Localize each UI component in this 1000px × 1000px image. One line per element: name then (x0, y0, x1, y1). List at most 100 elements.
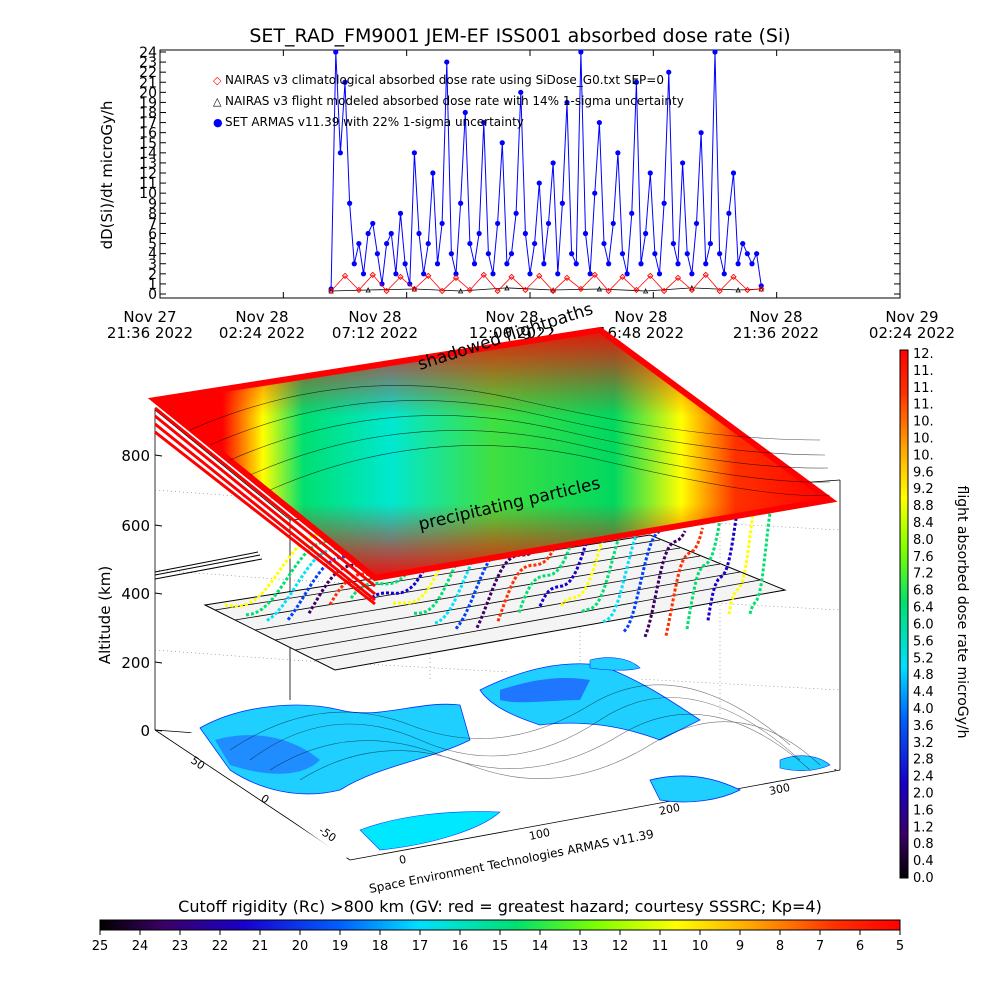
data-point (726, 210, 732, 216)
dose-rate-tick-label: 8.4 (913, 516, 934, 531)
rigidity-tick-label: 14 (532, 939, 549, 954)
z-tick-label: 800 (121, 447, 150, 465)
data-point (356, 240, 362, 247)
dose-rate-tick-label: 11. (913, 381, 934, 396)
data-point (333, 49, 339, 55)
dose-rate-tick-label: 2.0 (913, 786, 934, 801)
data-point (416, 230, 422, 237)
x-tick-time: 16:48 2022 (598, 324, 684, 342)
data-point (397, 273, 404, 280)
rigidity-tick-label: 11 (652, 939, 669, 954)
y-tick-label: 14 (139, 146, 157, 162)
dose-rate-tick-label: 7.6 (913, 550, 934, 565)
data-point (573, 261, 579, 267)
data-point (688, 286, 696, 294)
z-tick (154, 454, 163, 457)
y-tick-label: 17 (139, 116, 157, 132)
altitude-3d-plot: shadowed flightpaths precipitating parti… (96, 299, 841, 896)
data-point (397, 210, 404, 216)
rigidity-tick-label: 15 (492, 939, 509, 954)
legend: ◇ NAIRAS v3 climatological absorbed dose … (213, 73, 684, 129)
dose-rate-tick-label: 4.4 (913, 685, 934, 700)
data-point (647, 272, 654, 279)
data-point (369, 271, 376, 278)
data-point (684, 251, 690, 257)
x-tick-time: 07:12 2022 (332, 324, 418, 342)
rigidity-tick-label: 17 (412, 939, 429, 954)
data-point (549, 287, 557, 295)
data-point (754, 251, 760, 257)
data-point (458, 200, 464, 206)
data-point (591, 271, 598, 278)
data-point (638, 261, 644, 267)
data-point (430, 170, 436, 176)
rigidity-tick-label: 7 (816, 939, 824, 954)
data-point (661, 200, 667, 206)
dose-rate-tick-label: 6.8 (913, 584, 934, 599)
legend-label: SET ARMAS v11.39 with 22% 1-sigma uncert… (225, 115, 524, 129)
dose-rate-tick-label: 4.0 (913, 702, 934, 717)
flight-track (286, 543, 389, 621)
y-tick-label: 2 (148, 267, 157, 283)
data-point (471, 261, 478, 267)
data-point (444, 59, 450, 65)
data-point (360, 271, 367, 277)
rigidity-tick-label: 16 (452, 939, 469, 954)
rigidity-tick-label: 5 (896, 939, 904, 954)
y-tick-label: 3 (148, 257, 157, 273)
world-map (175, 657, 835, 858)
data-point (587, 271, 593, 277)
data-point (374, 251, 380, 257)
y-tick-label: 19 (139, 95, 157, 111)
data-point (504, 261, 510, 267)
dose-rate-tick-label: 6.4 (913, 601, 934, 616)
series-1 (328, 285, 764, 294)
data-point (605, 287, 612, 295)
data-point (550, 160, 556, 166)
y-tick-label: 6 (148, 227, 157, 243)
dose-rate-tick-label: 0.0 (913, 871, 934, 886)
cutoff-rigidity-colorbar-strip (99, 919, 901, 931)
x-tick-date: Nov 29 (885, 308, 938, 326)
dose-rate-tick-label: 2.8 (913, 753, 934, 768)
dose-rate-tick-label: 3.6 (913, 719, 934, 734)
x-tick-time: 21:36 2022 (107, 324, 193, 342)
x-tick-date: Nov 27 (123, 308, 176, 326)
data-point (619, 251, 626, 257)
data-point (425, 240, 431, 247)
y-tick-label: 13 (139, 156, 157, 172)
series-layer (327, 49, 765, 295)
data-point (545, 220, 552, 227)
flight-track (517, 516, 582, 613)
data-point (712, 49, 718, 55)
data-point (421, 271, 427, 277)
data-point (758, 285, 765, 293)
dose-rate-tick-label: 10. (913, 448, 934, 463)
data-point (467, 240, 473, 247)
data-point (633, 79, 639, 85)
flight-track (727, 500, 757, 615)
flight-track (371, 513, 459, 599)
dose-rate-tick-label: 10. (913, 415, 934, 430)
data-point (347, 200, 353, 206)
data-point (702, 271, 709, 278)
rigidity-tick-label: 19 (332, 939, 349, 954)
rigidity-tick-label: 13 (572, 939, 589, 954)
rigidity-tick-label: 23 (172, 939, 189, 954)
y-tick-label: 9 (148, 196, 157, 212)
x-tick-time: 02:24 2022 (219, 324, 305, 342)
data-point (670, 240, 676, 247)
data-point (370, 220, 376, 227)
altitude-label: Altitude (km) (96, 566, 114, 664)
data-point (518, 89, 524, 95)
data-point (633, 286, 640, 294)
precipitating-particles-slab: shadowed flightpaths precipitating parti… (147, 299, 838, 606)
data-point (452, 274, 460, 282)
y-tick-label: 15 (139, 136, 157, 152)
data-point (434, 261, 441, 267)
data-point (365, 287, 371, 293)
rigidity-tick-label: 6 (856, 939, 864, 954)
data-point (407, 281, 413, 287)
data-point (689, 271, 695, 277)
data-point (619, 273, 626, 280)
